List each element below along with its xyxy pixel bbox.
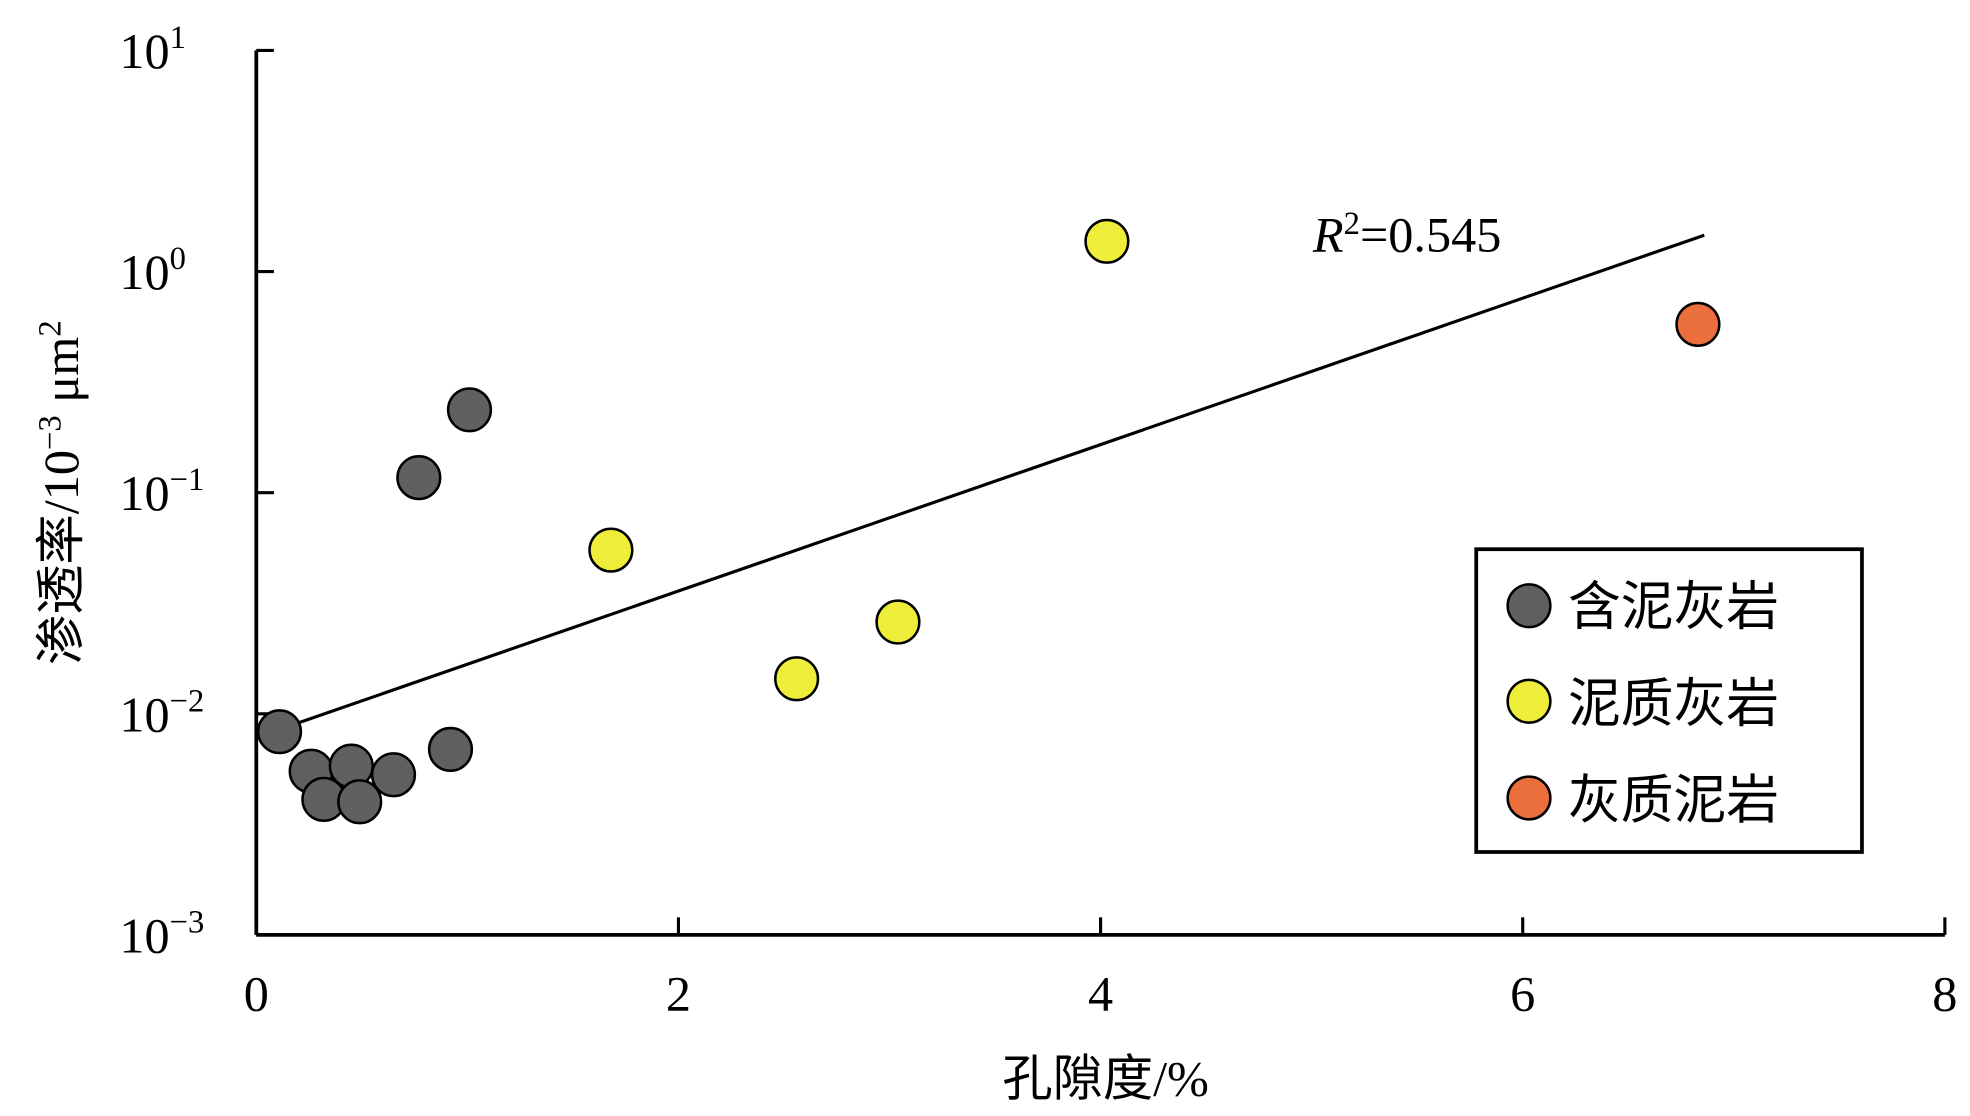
y-tick-label: 10−1 [119, 462, 204, 521]
data-point-series-0 [337, 779, 383, 825]
data-points [256, 218, 1721, 825]
data-point-series-0 [370, 752, 417, 798]
legend-label-2: 灰质泥岩 [1568, 772, 1779, 830]
y-tick-label: 101 [119, 20, 186, 79]
data-point-series-1 [1084, 218, 1130, 264]
y-tick-label: 10−3 [119, 904, 204, 963]
data-point-series-1 [774, 656, 820, 702]
axes [254, 48, 1947, 937]
x-tick-label: 8 [1932, 965, 1957, 1021]
x-tick-label: 0 [244, 965, 269, 1021]
legend-marker-2 [1506, 775, 1552, 821]
data-point-series-1 [875, 599, 921, 645]
y-axis-label: 渗透率/10−3 μm2 [32, 320, 89, 665]
r-squared-annotation: R2=0.545 [1312, 206, 1501, 263]
legend-marker-0 [1506, 583, 1552, 629]
data-point-series-0 [396, 454, 442, 501]
x-tick-label: 6 [1510, 965, 1535, 1021]
y-tick-label: 100 [119, 241, 186, 300]
legend-label-0: 含泥灰岩 [1568, 579, 1779, 637]
data-point-series-1 [588, 527, 634, 573]
x-tick-label: 4 [1088, 965, 1113, 1021]
tick-labels: 0 2 4 6 8 101 100 10−1 10−2 10−3 [119, 20, 1957, 1021]
data-point-series-0 [446, 387, 493, 433]
trendline [279, 233, 1705, 731]
data-point-series-0 [427, 726, 474, 773]
x-axis-label: 孔隙度/% [1002, 1051, 1209, 1107]
legend-label-1: 泥质灰岩 [1568, 675, 1779, 733]
data-point-series-2 [1675, 301, 1721, 347]
y-tick-label: 10−2 [119, 683, 204, 742]
legend: 含泥灰岩 泥质灰岩 灰质泥岩 [1474, 547, 1864, 854]
legend-marker-1 [1506, 678, 1552, 724]
data-point-series-0 [256, 709, 303, 755]
x-tick-label: 2 [666, 965, 691, 1021]
